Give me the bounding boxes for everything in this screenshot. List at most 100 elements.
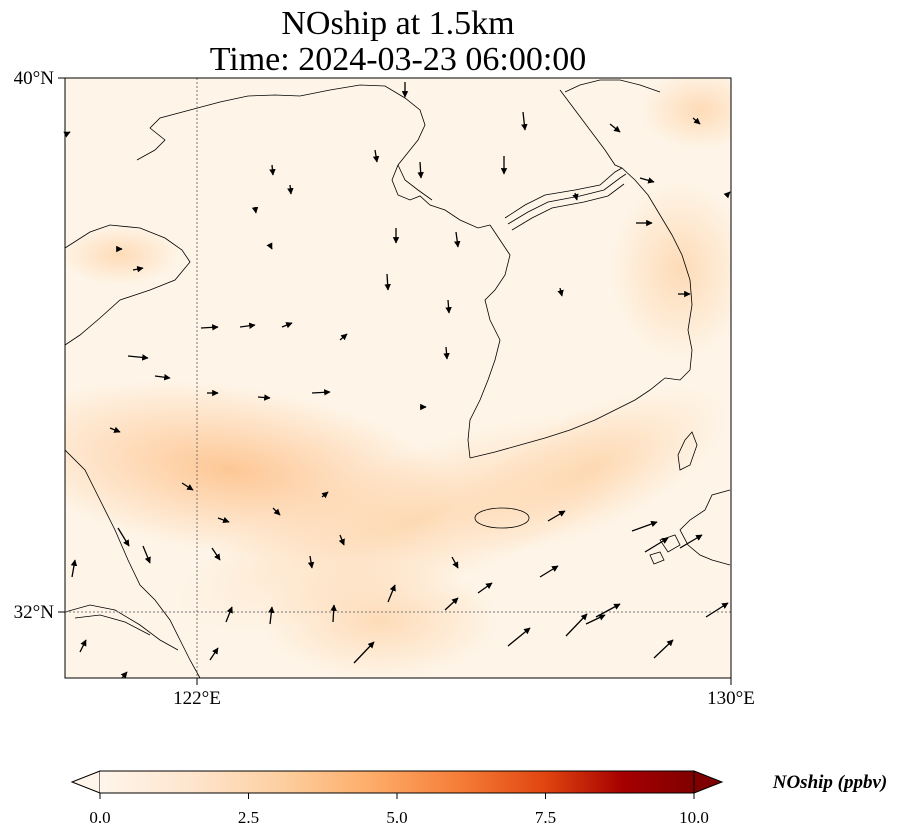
- colorbar-label: NOship (ppbv): [772, 772, 888, 793]
- map-frame: [64, 77, 732, 679]
- wind-arrow: [287, 184, 294, 195]
- wind-arrow: [384, 273, 391, 291]
- yangtze-estuary: [65, 604, 179, 651]
- wind-arrow: [585, 614, 606, 625]
- wind-arrow: [547, 510, 566, 522]
- wind-arrow: [225, 606, 233, 623]
- gridlines: [65, 78, 731, 678]
- colorbar-gradient: [100, 771, 694, 793]
- wind-arrow: [132, 265, 144, 273]
- wind-arrow: [269, 164, 276, 176]
- wind-arrow: [372, 149, 380, 163]
- korea-border-3: [511, 183, 625, 231]
- wind-arrow: [142, 545, 151, 564]
- wind-arrow: [330, 604, 337, 623]
- colorbar-extend-max: [693, 770, 724, 794]
- liaodong-peninsula: [397, 164, 433, 201]
- korea-peninsula-east: [621, 167, 693, 381]
- map-title-line2: Time: 2024-03-23 06:00:00: [209, 41, 587, 78]
- map-title-line1: NOship at 1.5km: [281, 5, 515, 42]
- china-east-coast: [65, 449, 201, 678]
- wind-arrow: [117, 527, 130, 547]
- wind-arrow: [239, 322, 256, 329]
- wind-arrow: [631, 520, 658, 532]
- wind-arrow: [353, 641, 375, 664]
- wind-arrow: [79, 639, 87, 653]
- wind-arrow: [557, 287, 564, 297]
- wind-arrow: [451, 556, 459, 569]
- wind-arrow: [127, 354, 149, 361]
- colorbar-tick-label: 2.5: [238, 808, 259, 827]
- wind-arrow: [200, 324, 219, 331]
- wind-arrow: [539, 565, 559, 578]
- lat-tick-32: 32°N: [14, 602, 55, 623]
- wind-arrow: [120, 671, 128, 679]
- wind-arrow: [251, 206, 259, 214]
- wind-arrow: [639, 177, 655, 184]
- wind-arrow: [444, 597, 459, 611]
- wind-arrow: [307, 555, 315, 569]
- korea-border: [504, 167, 623, 219]
- wind-arrow: [209, 647, 219, 661]
- wind-arrow: [454, 231, 461, 248]
- coastlines: [65, 79, 731, 678]
- yangtze-estuary-inner: [74, 614, 151, 636]
- wind-arrow: [154, 374, 171, 381]
- wind-arrow: [609, 123, 621, 133]
- wind-arrow: [572, 192, 579, 201]
- wind-arrow: [653, 639, 674, 659]
- north-korea-east: [564, 79, 661, 93]
- wind-arrow: [723, 191, 731, 199]
- china-north-coast: [65, 224, 191, 346]
- wind-arrow: [507, 627, 531, 647]
- wind-arrow: [679, 534, 703, 549]
- colorbar-tick-label: 5.0: [386, 808, 407, 827]
- colorbar-extend-min: [70, 770, 101, 794]
- wind-arrow: [692, 117, 701, 125]
- lon-tick-130: 130°E: [707, 688, 755, 709]
- north-korea-coast: [559, 89, 623, 169]
- wind-arrow: [477, 582, 493, 594]
- concentration-field: [65, 78, 731, 678]
- wind-arrow: [257, 394, 271, 401]
- wind-arrow: [266, 242, 273, 250]
- wind-arrow: [63, 131, 71, 138]
- kyushu-islands: [649, 534, 681, 565]
- wind-arrow: [217, 516, 230, 524]
- wind-arrow: [338, 534, 345, 546]
- colorbar-tick-label: 10.0: [679, 808, 709, 827]
- wind-arrow: [272, 507, 281, 516]
- wind-arrow: [595, 603, 621, 618]
- wind-arrow: [281, 322, 293, 329]
- wind-arrow: [181, 482, 194, 491]
- wind-vectors: [63, 82, 731, 679]
- wind-arrow: [644, 537, 669, 553]
- colorbar: 0.0 2.5 5.0 7.5 10.0 NOship (ppbv): [70, 770, 888, 827]
- wind-arrow: [211, 547, 221, 561]
- wind-arrow: [445, 299, 452, 314]
- korea-border-2: [507, 173, 627, 225]
- tsushima: [677, 431, 698, 471]
- colorbar-tick-label: 7.5: [535, 808, 556, 827]
- lat-tick-40: 40°N: [14, 68, 55, 89]
- kyushu-coast: [679, 489, 731, 566]
- wind-arrow: [70, 559, 78, 578]
- axis-ticks: [58, 77, 732, 685]
- wind-arrow: [443, 346, 450, 360]
- bohai-coast: [136, 84, 491, 229]
- lon-tick-122: 122°E: [173, 688, 221, 709]
- wind-arrow: [109, 426, 121, 433]
- wind-arrow: [321, 491, 329, 499]
- wind-arrow: [387, 584, 396, 603]
- korea-peninsula-west: [467, 224, 511, 459]
- wind-arrow: [565, 613, 588, 637]
- wind-arrow: [705, 602, 729, 618]
- wind-arrow: [311, 389, 331, 396]
- wind-arrow: [417, 161, 424, 179]
- wind-arrow: [268, 606, 275, 625]
- korea-peninsula-south: [469, 377, 666, 459]
- jeju-island: [474, 507, 530, 529]
- colorbar-tick-label: 0.0: [89, 808, 110, 827]
- wind-arrow: [339, 333, 348, 341]
